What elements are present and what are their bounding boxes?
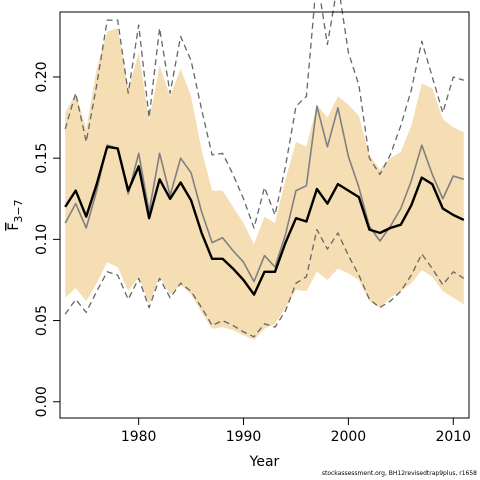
y-axis-label-subscript: 3−7 [12,199,25,222]
x-axis-label: Year [249,454,280,470]
y-tick-label: 0.20 [34,61,50,92]
x-tick-label: 1990 [226,429,262,445]
y-axis-label-main: F [6,223,22,231]
confidence-interval-band [65,28,464,340]
x-tick-label: 1980 [121,429,157,445]
x-tick-label: 2000 [331,429,367,445]
y-tick-label: 0.05 [34,305,50,336]
y-tick-label: 0.00 [34,386,50,417]
footer-note: stockassessment.org, BH12revisedtrap9plu… [321,470,477,477]
y-axis-label: F3−7 [6,199,25,230]
x-axis: 1980 1990 2000 2010 [121,418,471,445]
y-axis: 0.00 0.05 0.10 0.15 0.20 [34,61,60,417]
series-line-comparison-lower [64,228,465,338]
y-tick-label: 0.10 [34,224,50,255]
y-tick-label: 0.15 [34,143,50,174]
x-tick-label: 2010 [435,429,471,445]
series-lines [64,0,465,338]
series-line-estimate [64,145,465,296]
series-line-comparison-upper [64,0,464,229]
plot-frame [59,11,470,419]
